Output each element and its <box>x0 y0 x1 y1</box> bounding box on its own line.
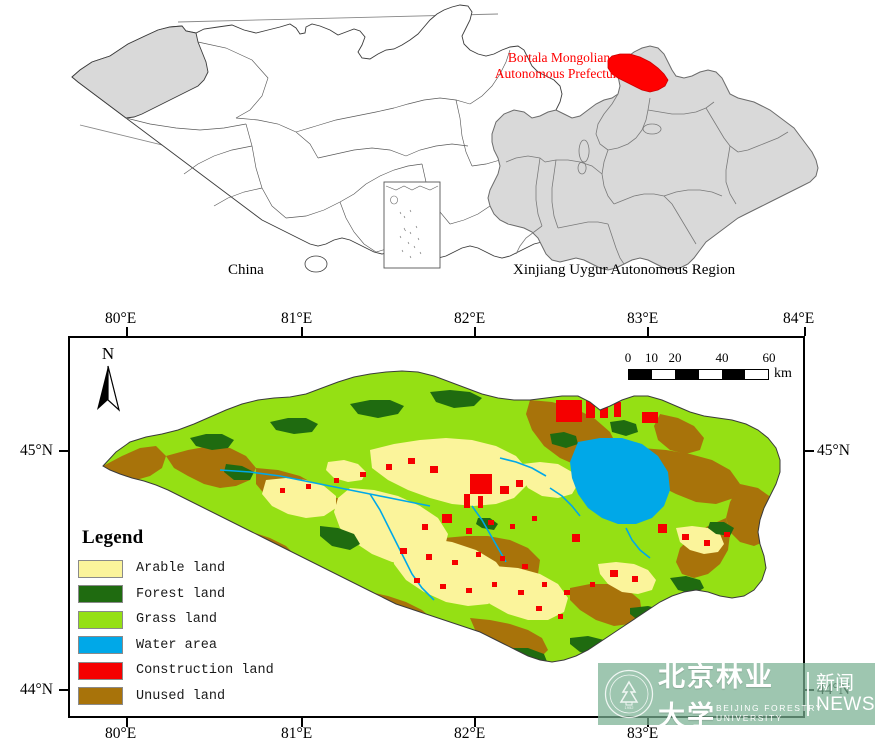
scale-seg-5 <box>744 370 769 379</box>
lon-label-top-3: 83°E <box>627 310 659 327</box>
legend-swatch-unused-land <box>78 687 123 706</box>
scale-bar: 0 10 20 40 60 km <box>624 350 792 384</box>
legend-item-water-area[interactable]: Water area <box>78 633 293 659</box>
lat-label-left-1: 44°N <box>20 681 53 698</box>
legend-swatch-construction-land <box>78 661 123 680</box>
bortala-label: Bortala Mongolian Autonomous Prefecture <box>484 50 634 82</box>
lon-tick-top-0 <box>126 327 128 336</box>
china-xinjiang-highlight <box>71 25 209 119</box>
scale-seg-0 <box>629 370 653 379</box>
xinjiang-prefecture-boundaries <box>505 93 789 265</box>
xinjiang-caption: Xinjiang Uygur Autonomous Region <box>513 262 736 278</box>
bortala-label-line2: Autonomous Prefecture <box>494 66 624 81</box>
lon-label-bottom-3: 83°E <box>627 725 659 742</box>
scale-bar-unit: km <box>774 366 792 381</box>
legend-label-grass-land: Grass land <box>136 612 218 628</box>
legend-swatch-water-area <box>78 636 123 655</box>
lon-tick-top-2 <box>474 327 476 336</box>
legend-swatch-grass-land <box>78 610 123 629</box>
north-arrow-letter: N <box>101 344 115 363</box>
legend-item-grass-land[interactable]: Grass land <box>78 607 293 633</box>
scale-tick-4: 60 <box>762 350 776 365</box>
prefecture-boundary <box>102 370 781 663</box>
bortala-highlight <box>607 53 669 93</box>
water-sayram-lake <box>294 586 358 630</box>
lon-tick-bottom-1 <box>301 718 303 727</box>
water-ebinur-lake <box>570 438 670 524</box>
scale-tick-2: 20 <box>668 350 682 365</box>
landuse-construction <box>280 398 730 625</box>
legend-label-arable-land: Arable land <box>136 561 226 577</box>
lon-tick-top-1 <box>301 327 303 336</box>
legend-title: Legend <box>82 527 144 548</box>
svg-text:1952: 1952 <box>625 705 635 710</box>
china-map <box>71 4 563 273</box>
legend-label-forest-land: Forest land <box>136 586 226 602</box>
lon-label-bottom-0: 80°E <box>105 725 137 742</box>
legend-label-construction-land: Construction land <box>136 663 274 679</box>
bortala-label-line1: Bortala Mongolian <box>507 50 611 65</box>
lon-tick-bottom-0 <box>126 718 128 727</box>
scale-seg-2 <box>675 370 699 379</box>
lon-label-bottom-2: 82°E <box>454 725 486 742</box>
watermark-university-cn: 北京林业大学 <box>658 663 774 725</box>
lon-label-top-2: 82°E <box>454 310 486 327</box>
watermark-news-cn: 新闻 <box>816 672 855 694</box>
xinjiang-map <box>487 45 819 271</box>
inset-panel: Bortala Mongolian Autonomous Prefecture … <box>0 0 875 296</box>
university-seal-icon: 1952 <box>604 669 654 719</box>
lat-tick-left-0 <box>59 450 68 452</box>
legend-item-arable-land[interactable]: Arable land <box>78 556 293 582</box>
watermark-divider <box>807 672 809 716</box>
china-province-boundaries <box>125 41 543 253</box>
lat-tick-right-0 <box>805 450 814 452</box>
scale-seg-4 <box>721 370 745 379</box>
lat-label-right-0: 45°N <box>817 442 850 459</box>
china-hainan <box>304 255 328 273</box>
china-caption: China <box>228 262 264 278</box>
scale-seg-1 <box>652 370 676 379</box>
legend-label-water-area: Water area <box>136 637 218 653</box>
legend-label-unused-land: Unused land <box>136 688 226 704</box>
map-canvas[interactable] <box>70 338 803 716</box>
scale-tick-0: 0 <box>624 350 632 365</box>
scale-bar-numbers: 0 10 20 40 60 <box>624 350 788 366</box>
watermark-banner: 1952 北京林业大学 BEIJING FORESTRY UNIVERSITY … <box>598 663 875 725</box>
lon-tick-top-4 <box>804 327 806 336</box>
lon-label-top-0: 80°E <box>105 310 137 327</box>
landuse-raster-svg <box>102 370 781 663</box>
legend-swatch-arable-land <box>78 559 123 578</box>
lon-tick-bottom-2 <box>474 718 476 727</box>
main-map-frame[interactable] <box>68 336 805 718</box>
lon-label-top-4: 84°E <box>783 310 815 327</box>
north-arrow-icon <box>97 365 121 412</box>
watermark-university-en: BEIJING FORESTRY UNIVERSITY <box>716 703 823 723</box>
lat-label-left-0: 45°N <box>20 442 53 459</box>
south-china-sea-inset <box>383 181 441 269</box>
lon-label-bottom-1: 81°E <box>281 725 313 742</box>
lat-tick-left-1 <box>59 689 68 691</box>
legend-item-construction-land[interactable]: Construction land <box>78 658 293 684</box>
north-arrow: N <box>88 344 128 412</box>
watermark-news-en: NEWS <box>816 693 875 715</box>
scale-seg-3 <box>698 370 722 379</box>
scale-tick-3: 40 <box>715 350 729 365</box>
legend: Legend Arable land Forest land Grass lan… <box>78 527 293 709</box>
legend-item-unused-land[interactable]: Unused land <box>78 684 293 710</box>
legend-swatch-forest-land <box>78 585 123 604</box>
scale-tick-1: 10 <box>645 350 658 365</box>
lon-tick-top-3 <box>647 327 649 336</box>
scale-bar-track <box>628 369 769 380</box>
inset-maps-svg <box>71 4 819 273</box>
lon-label-top-1: 81°E <box>281 310 313 327</box>
legend-item-forest-land[interactable]: Forest land <box>78 582 293 608</box>
